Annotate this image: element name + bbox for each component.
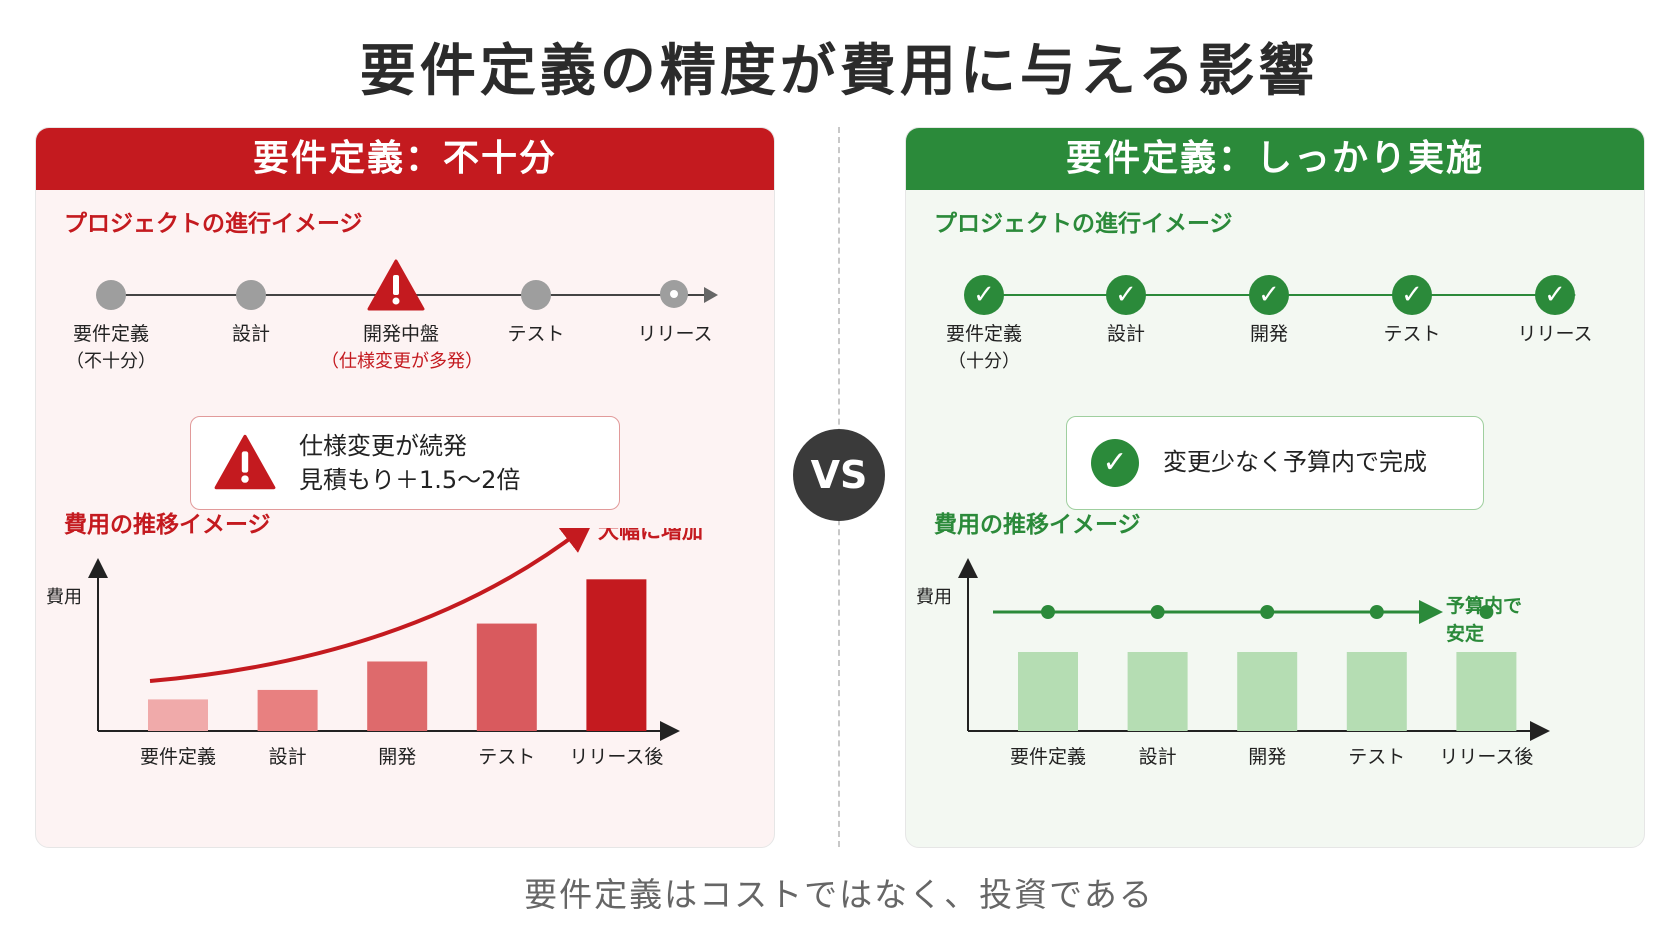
x-tick-label: テスト bbox=[478, 746, 535, 768]
progress-label: プロジェクトの進行イメージ bbox=[934, 211, 1233, 237]
bar bbox=[1237, 652, 1298, 731]
trend-point bbox=[1260, 605, 1275, 619]
y-axis-label: 費用 bbox=[916, 587, 952, 608]
x-tick-label: 要件定義 bbox=[1010, 746, 1086, 768]
trend-point bbox=[1150, 605, 1165, 619]
timeline-arrow-icon bbox=[704, 287, 718, 303]
stage-label: 要件定義 （不十分） bbox=[66, 323, 156, 372]
trend-label: 予算内で bbox=[1446, 594, 1522, 617]
stage-node bbox=[521, 280, 551, 310]
bar bbox=[148, 699, 208, 731]
warning-icon bbox=[214, 434, 276, 490]
trend-label: 大幅に増加 bbox=[598, 528, 703, 543]
x-tick-label: 開発 bbox=[1248, 746, 1286, 768]
panel-header-thorough: 要件定義：しっかり実施 bbox=[906, 128, 1644, 190]
check-icon: ✓ bbox=[1106, 275, 1146, 315]
trend-point bbox=[1041, 605, 1055, 619]
x-tick-label: リリース後 bbox=[1439, 746, 1533, 768]
check-icon: ✓ bbox=[1392, 275, 1432, 315]
stage-label: 開発中盤 （仕様変更が多発） bbox=[321, 323, 483, 372]
check-icon: ✓ bbox=[964, 275, 1004, 315]
check-icon: ✓ bbox=[1535, 275, 1575, 315]
bar bbox=[1127, 652, 1188, 731]
stage-label: 設計 bbox=[231, 323, 270, 345]
stage-node bbox=[660, 280, 688, 308]
stage-label: テスト bbox=[507, 323, 565, 345]
panel-thorough: 要件定義：しっかり実施 プロジェクトの進行イメージ ✓ ✓ ✓ ✓ ✓ 要件定義… bbox=[905, 127, 1645, 848]
check-icon: ✓ bbox=[1091, 439, 1139, 487]
warning-icon bbox=[367, 259, 425, 311]
footer-message: 要件定義はコストではなく、投資である bbox=[524, 875, 1154, 914]
trend-point bbox=[1369, 605, 1384, 619]
stage-node bbox=[236, 280, 266, 310]
y-axis-label: 費用 bbox=[46, 587, 82, 608]
success-callout: ✓ 変更少なく予算内で完成 bbox=[1066, 416, 1484, 510]
panel-insufficient: 要件定義：不十分 プロジェクトの進行イメージ 要件定義 （不十分） 設計 開発中… bbox=[35, 127, 775, 848]
bar bbox=[1346, 652, 1407, 731]
stage-node bbox=[96, 280, 126, 310]
bar bbox=[257, 689, 318, 731]
stage-label: 要件定義 （十分） bbox=[945, 323, 1022, 372]
page-title: 要件定義の精度が費用に与える影響 bbox=[359, 39, 1319, 104]
panel-header-insufficient: 要件定義：不十分 bbox=[36, 128, 774, 190]
progress-label: プロジェクトの進行イメージ bbox=[64, 211, 363, 237]
trend-point bbox=[1479, 605, 1494, 619]
bar bbox=[476, 623, 537, 731]
bar bbox=[367, 661, 428, 731]
stage-label: テスト bbox=[1383, 323, 1441, 345]
cost-label: 費用の推移イメージ bbox=[934, 512, 1141, 538]
callout-text: 変更少なく予算内で完成 bbox=[1163, 448, 1427, 476]
warning-callout: 仕様変更が続発 見積もり＋1.5〜2倍 bbox=[190, 416, 620, 510]
callout-text: 仕様変更が続発 見積もり＋1.5〜2倍 bbox=[299, 432, 521, 494]
x-tick-label: 設計 bbox=[1139, 746, 1177, 768]
stage-label: リリース bbox=[1517, 323, 1593, 345]
stage-label: 開発 bbox=[1249, 323, 1288, 345]
stage-label: 設計 bbox=[1106, 323, 1145, 345]
bar bbox=[586, 579, 647, 731]
trend-label: 安定 bbox=[1446, 622, 1484, 645]
check-icon: ✓ bbox=[1249, 275, 1289, 315]
trend-arrow bbox=[149, 528, 594, 683]
cost-label: 費用の推移イメージ bbox=[64, 512, 271, 538]
stage-label: リリース bbox=[637, 323, 713, 345]
x-tick-label: 開発 bbox=[378, 746, 416, 768]
x-tick-label: 設計 bbox=[269, 746, 307, 768]
bar bbox=[1018, 652, 1078, 731]
x-tick-label: 要件定義 bbox=[140, 746, 216, 768]
x-tick-label: テスト bbox=[1348, 746, 1405, 768]
vs-badge: VS bbox=[793, 429, 885, 521]
x-tick-label: リリース後 bbox=[569, 746, 663, 768]
bar bbox=[1456, 652, 1517, 731]
